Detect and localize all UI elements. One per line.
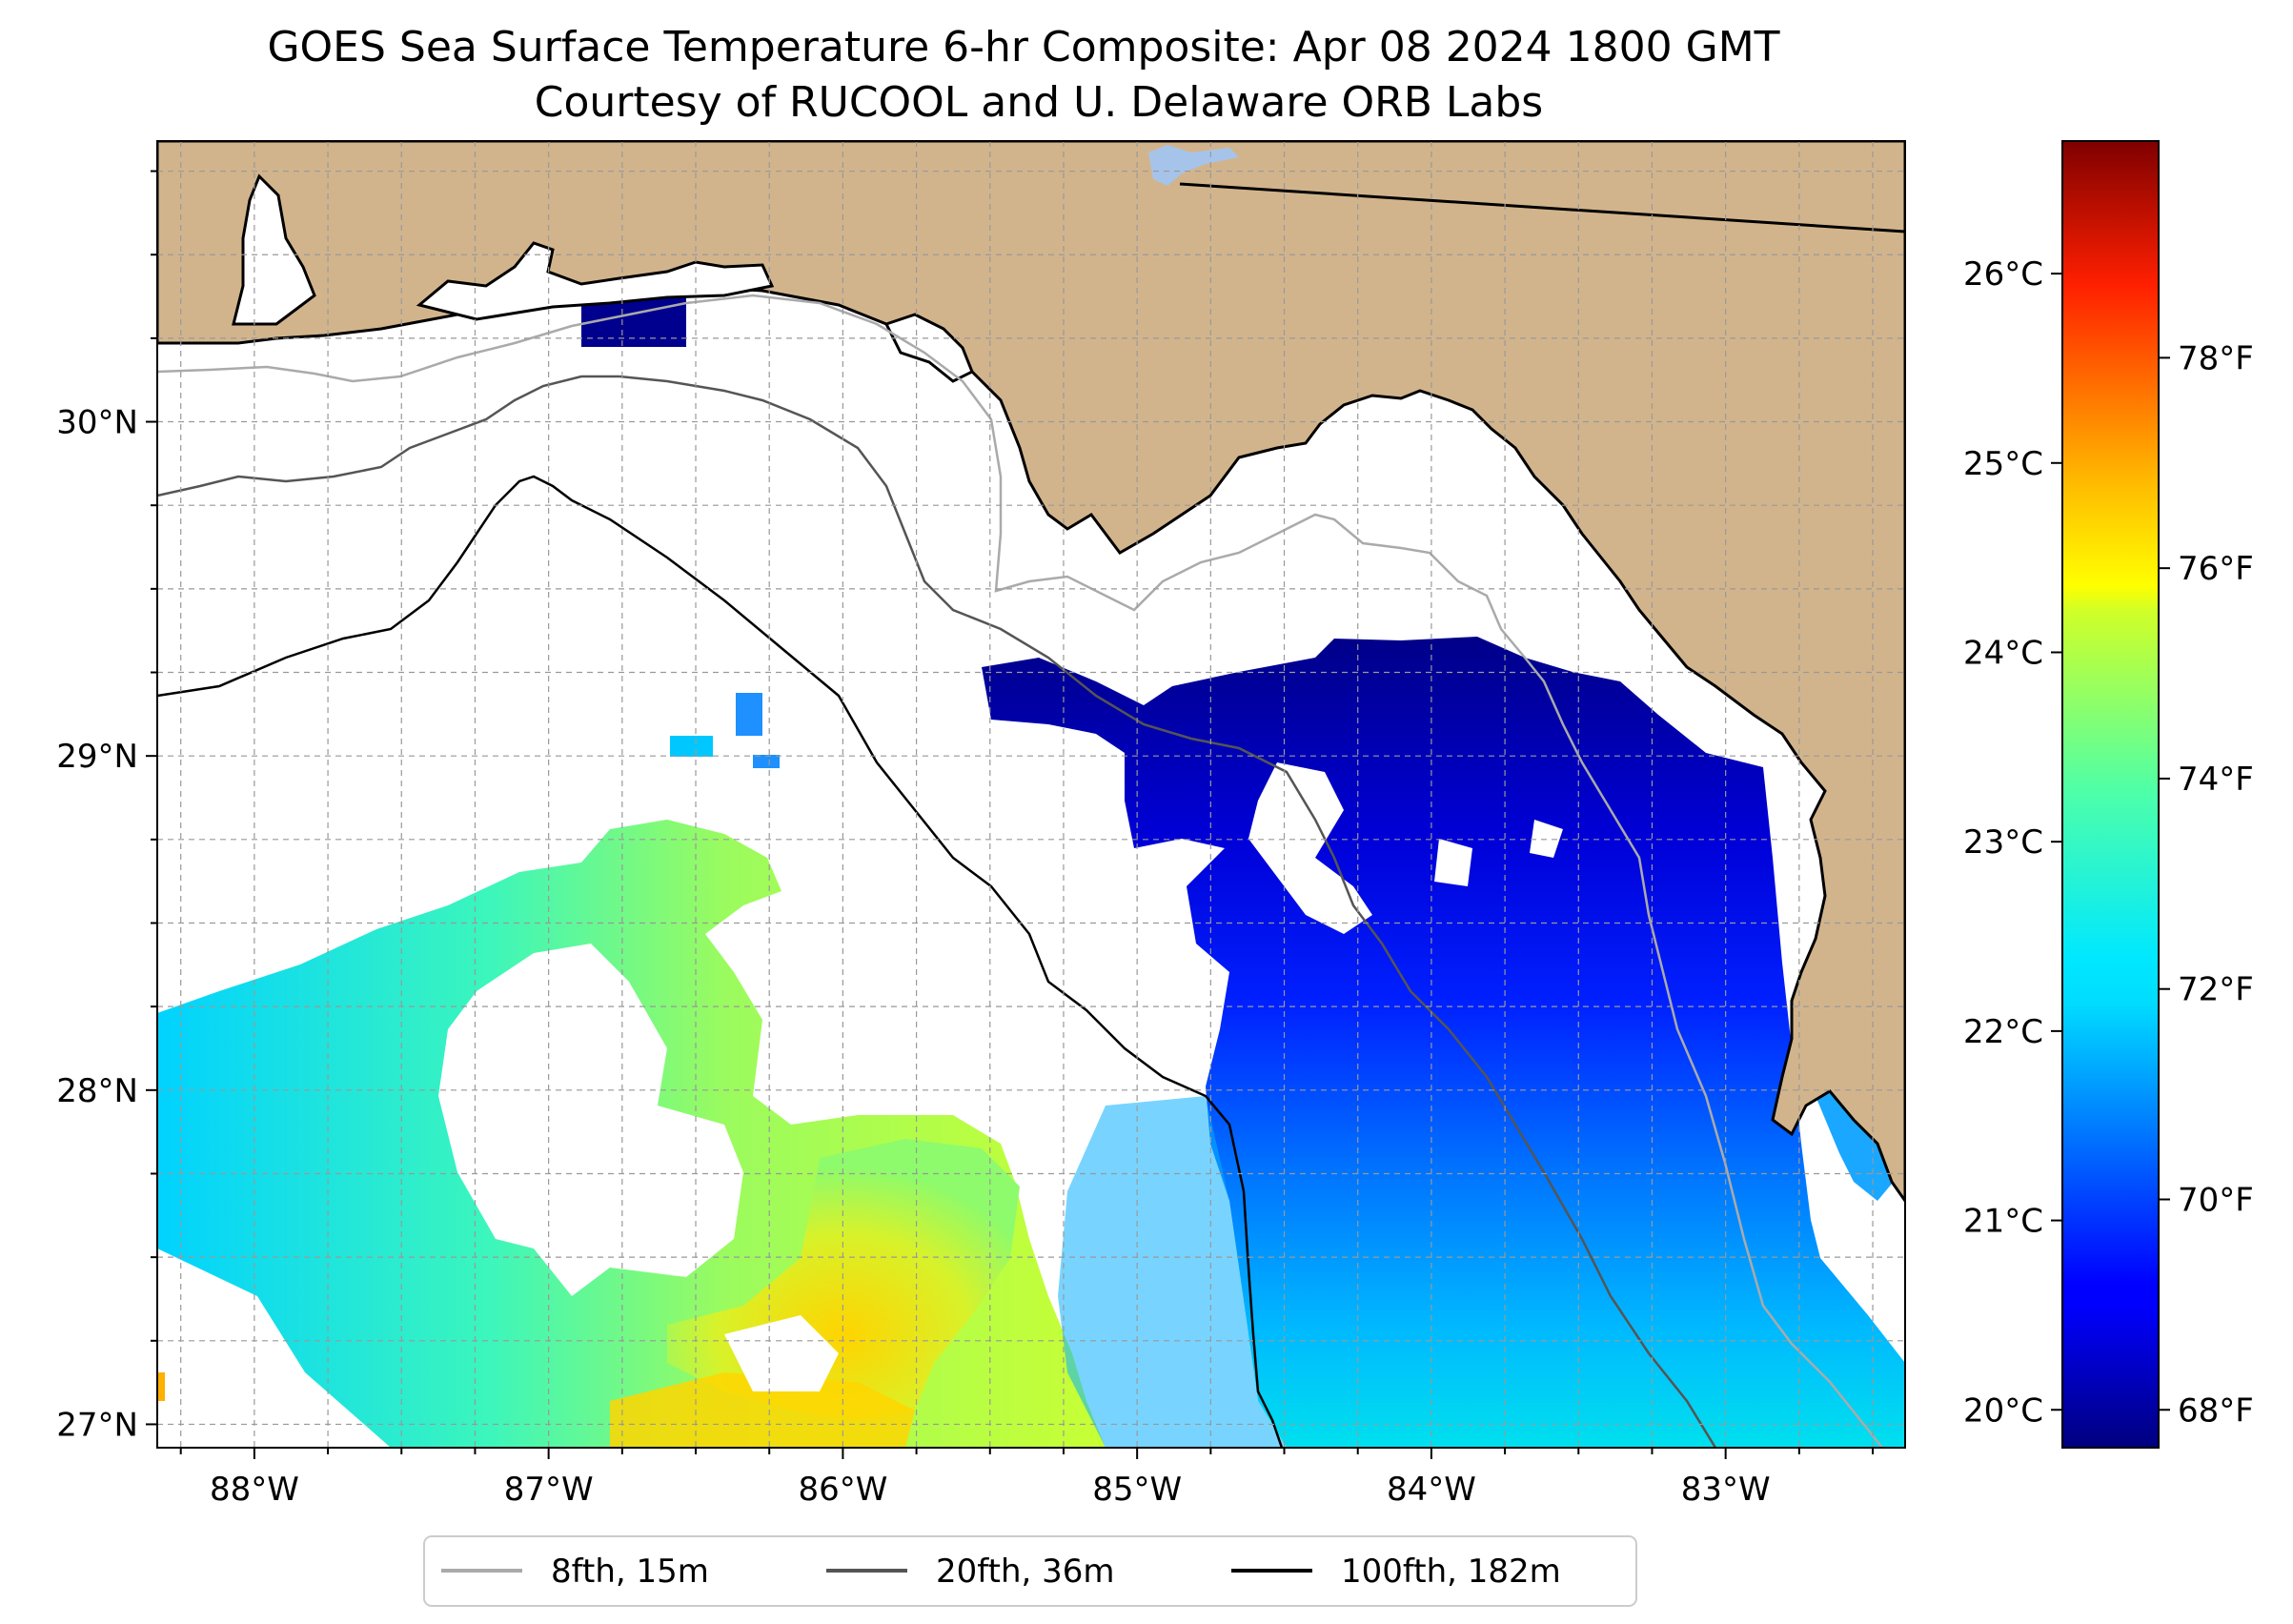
sst-cloud-gap — [1530, 820, 1563, 858]
colorbar-fahrenheit-axis: 68°F 70°F 72°F 74°F 76°F 78°F — [2159, 339, 2254, 1430]
colorbar-f-label: 78°F — [2178, 339, 2254, 377]
sst-isolated-patch — [670, 736, 713, 757]
coastal-bays — [416, 241, 775, 321]
colorbar-c-label: 21°C — [1963, 1203, 2043, 1241]
map-subtitle: Courtesy of RUCOOL and U. Delaware ORB L… — [535, 78, 1543, 127]
sst-isolated-patch — [157, 1372, 165, 1401]
map-title: GOES Sea Surface Temperature 6-hr Compos… — [267, 23, 1779, 71]
legend-label-36m: 20fth, 36m — [936, 1553, 1115, 1591]
colorbar-f-label: 72°F — [2178, 971, 2254, 1009]
graticule — [157, 141, 1905, 1448]
sst-data-gap — [438, 944, 743, 1296]
legend: 8fth, 15m 20fth, 36m 100fth, 182m — [423, 1535, 1637, 1607]
colorbar-c-label: 24°C — [1963, 634, 2043, 672]
sst-bay-patch — [1816, 1086, 1901, 1201]
y-tick-label: 30°N — [56, 404, 138, 442]
land-mass — [157, 141, 1905, 1204]
sst-cloud-gap — [1248, 762, 1372, 934]
colorbar-c-label: 22°C — [1963, 1013, 2043, 1051]
colorbar-c-label: 26°C — [1963, 255, 2043, 294]
colorbar-f-label: 68°F — [2178, 1391, 2254, 1430]
colorbar-f-label: 70°F — [2178, 1181, 2254, 1219]
map-area — [157, 141, 1905, 1448]
sst-warm-south — [610, 1372, 915, 1448]
x-tick-label: 88°W — [210, 1471, 299, 1509]
lake-seminole — [1148, 145, 1239, 186]
sst-gap-south — [724, 1315, 839, 1391]
sst-east-mix — [1058, 1096, 1287, 1448]
y-tick-label: 28°N — [56, 1072, 138, 1110]
x-tick-label: 84°W — [1387, 1471, 1476, 1509]
x-tick-label: 86°W — [798, 1471, 887, 1509]
sst-isolated-patch — [736, 693, 762, 736]
legend-label-15m: 8fth, 15m — [551, 1553, 709, 1591]
mobile-bay — [232, 173, 316, 326]
x-axis: 88°W 87°W 86°W 85°W 84°W 83°W — [179, 1448, 1875, 1509]
colorbar-c-label: 25°C — [1963, 445, 2043, 483]
state-boundary — [1179, 182, 1905, 233]
colorbar-f-label: 74°F — [2178, 761, 2254, 799]
x-tick-label: 85°W — [1092, 1471, 1182, 1509]
colorbar — [2061, 140, 2160, 1449]
sst-isolated-patch — [753, 755, 780, 768]
sst-east-shelf — [982, 637, 1905, 1448]
sst-cloud-gap — [1434, 839, 1472, 886]
y-tick-label: 29°N — [56, 738, 138, 776]
colorbar-f-label: 76°F — [2178, 550, 2254, 588]
colorbar-c-label: 23°C — [1963, 823, 2043, 862]
legend-label-182m: 100fth, 182m — [1341, 1553, 1561, 1591]
map-frame — [156, 140, 1906, 1449]
y-axis: 27°N 28°N 29°N 30°N — [56, 170, 157, 1444]
isobath-36m — [157, 375, 1717, 1448]
apalachicola-bay — [883, 313, 974, 383]
legend-box — [423, 1535, 1637, 1607]
x-tick-label: 83°W — [1681, 1471, 1771, 1509]
isobath-15m — [157, 294, 1883, 1448]
y-tick-label: 27°N — [56, 1406, 138, 1444]
isobath-182m — [157, 475, 1284, 1448]
colorbar-c-label: 20°C — [1963, 1391, 2043, 1430]
colorbar-celsius-axis: 20°C 21°C 22°C 23°C 24°C 25°C 26°C — [1963, 255, 2062, 1430]
x-tick-label: 87°W — [504, 1471, 594, 1509]
